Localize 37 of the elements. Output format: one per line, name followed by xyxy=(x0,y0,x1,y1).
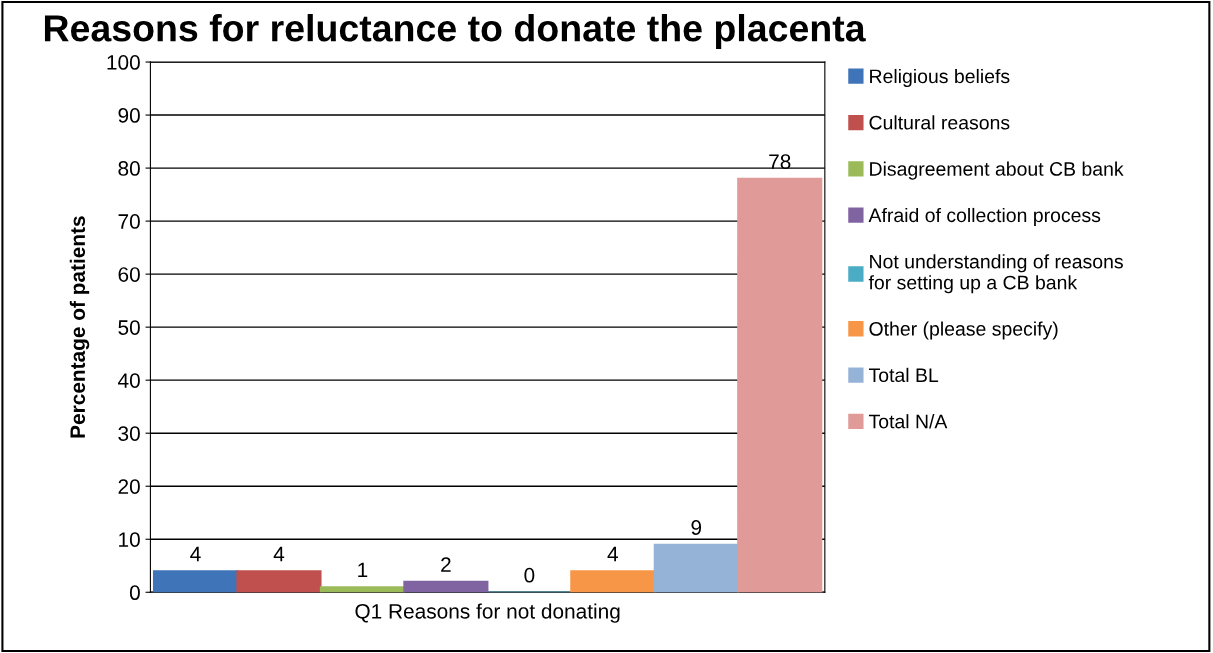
data-label: 0 xyxy=(524,567,535,583)
legend-label: Religious beliefs xyxy=(870,68,1010,88)
y-tick-label: 80 xyxy=(118,161,140,176)
bar xyxy=(403,580,489,593)
y-tick-label: 40 xyxy=(118,373,140,388)
legend-label: Other (please specify) xyxy=(869,321,1058,340)
bar xyxy=(737,177,823,593)
y-axis-title: Percentage of patients xyxy=(69,216,90,438)
legend-label: Total N/A xyxy=(868,414,948,429)
y-tick-label: 30 xyxy=(118,426,140,441)
bar xyxy=(570,570,656,593)
data-label: 4 xyxy=(273,546,285,562)
legend-label: Total BL xyxy=(868,367,939,383)
data-label: 1 xyxy=(358,562,368,578)
data-label: 4 xyxy=(607,546,618,562)
legend-label: Disagreement about CB bank xyxy=(870,161,1124,180)
legend-label: Cultural reasons xyxy=(869,115,1010,130)
y-tick-label: 90 xyxy=(118,108,140,123)
bar xyxy=(236,570,322,593)
bar xyxy=(319,586,406,593)
y-tick-label: 70 xyxy=(118,214,140,229)
y-tick-label: 100 xyxy=(107,55,140,70)
data-label: 9 xyxy=(691,520,702,535)
x-tick-label: Q1 Reasons for not donating xyxy=(355,603,620,623)
bar xyxy=(653,543,739,593)
data-label: 2 xyxy=(441,557,451,572)
legend-label: Afraid of collection process xyxy=(868,207,1101,227)
legend-label: Not understanding of reasons for setting up a CB bank xyxy=(868,254,1123,294)
bar xyxy=(152,570,239,593)
y-tick-label: 20 xyxy=(118,479,140,494)
data-label: 4 xyxy=(190,546,201,562)
y-tick-label: 50 xyxy=(118,320,140,335)
data-label: 78 xyxy=(769,154,791,170)
y-tick-label: 60 xyxy=(118,267,140,282)
y-tick-label: 10 xyxy=(119,532,140,547)
y-tick-label: 0 xyxy=(129,585,140,601)
chart-title: Reasons for reluctance to donate the placenta xyxy=(44,14,866,49)
